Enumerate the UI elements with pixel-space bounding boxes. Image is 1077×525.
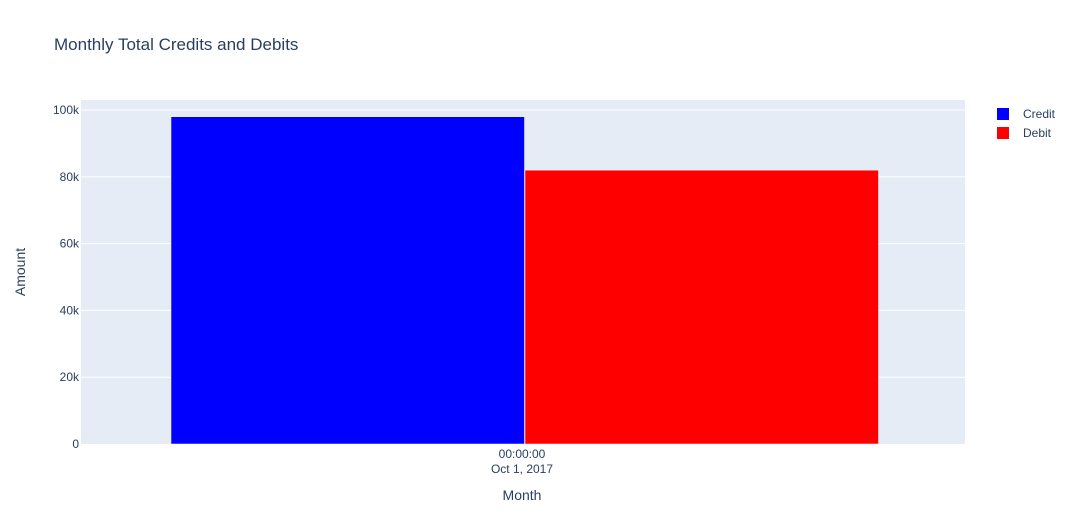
y-tick-label: 80k [60,170,80,184]
x-tick-label-time: 00:00:00 [499,447,546,461]
legend-swatch-credit[interactable] [997,108,1009,120]
bars-group [170,116,879,445]
bar-debit[interactable] [524,169,879,445]
x-axis-title: Month [503,487,542,503]
y-tick-label: 100k [53,103,80,117]
y-tick-label: 40k [60,303,80,317]
y-tick-label: 20k [60,370,80,384]
chart-title: Monthly Total Credits and Debits [54,35,298,54]
y-axis-title: Amount [12,248,28,296]
x-tick-label-date: Oct 1, 2017 [491,462,553,476]
legend-swatch-debit[interactable] [997,127,1009,139]
legend: Credit Debit [997,107,1056,140]
y-tick-label: 0 [72,437,79,451]
bar-credit[interactable] [170,116,525,445]
y-axis-ticks: 0 20k 40k 60k 80k 100k [53,103,80,451]
y-tick-label: 60k [60,237,80,251]
legend-label-credit[interactable]: Credit [1023,107,1056,121]
legend-label-debit[interactable]: Debit [1023,126,1052,140]
